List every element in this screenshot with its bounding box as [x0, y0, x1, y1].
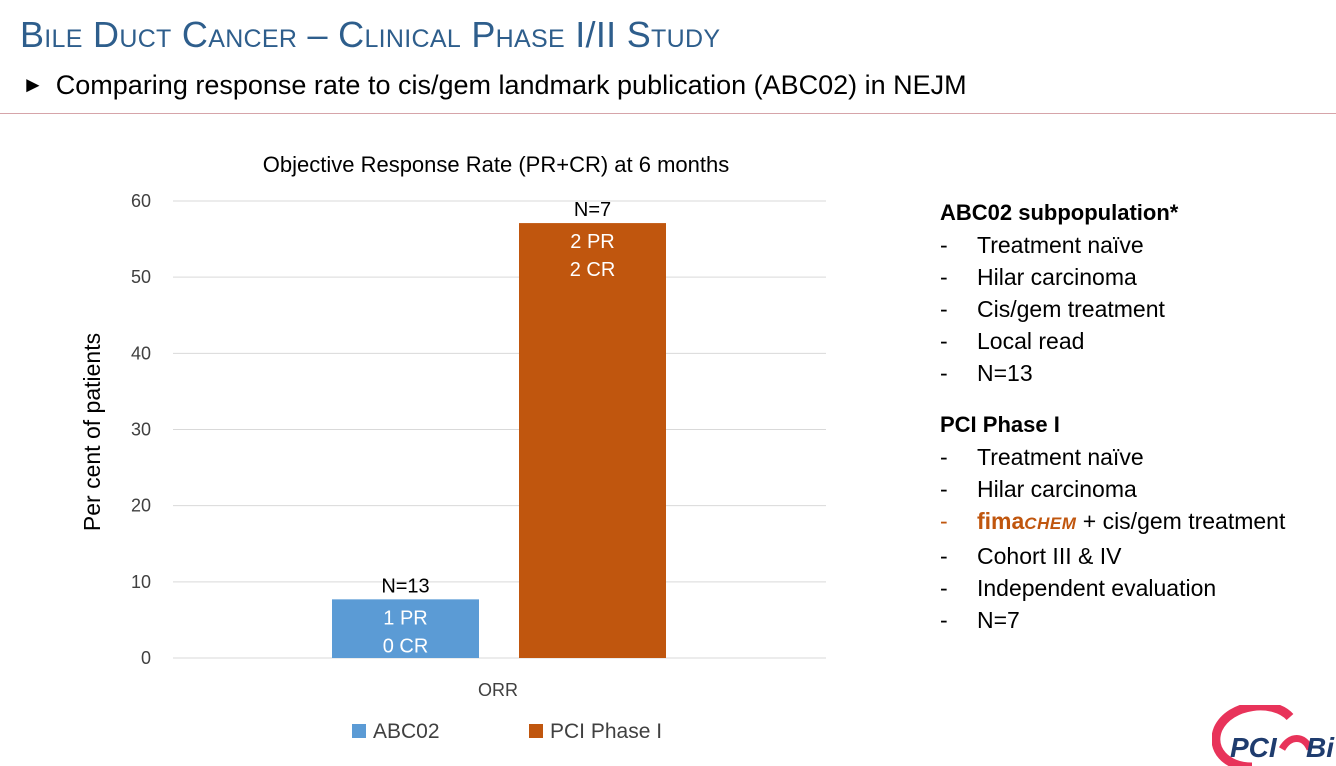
orr-bar-chart: Objective Response Rate (PR+CR) at 6 mon… — [79, 152, 826, 743]
x-tick-label: ORR — [478, 680, 518, 700]
subtitle-text: Comparing response rate to cis/gem landm… — [55, 70, 967, 100]
list-item: - Hilar carcinoma — [940, 476, 1137, 502]
slide-title: Bile Duct Cancer – Clinical Phase I/II S… — [20, 14, 721, 55]
fimachem-logo: fimaCHEM — [977, 508, 1077, 534]
gridlines — [173, 200, 826, 659]
legend-swatch — [352, 724, 366, 738]
list-item: - Treatment naïve — [940, 232, 1144, 258]
slide-subtitle: ► Comparing response rate to cis/gem land… — [22, 70, 967, 101]
y-tick-label: 50 — [131, 267, 151, 287]
bar-data-label: 2 PR — [570, 231, 614, 253]
bar-n-label: N=7 — [574, 199, 611, 221]
y-tick-label: 60 — [131, 191, 151, 211]
title-divider — [0, 113, 1336, 114]
pci-list: - Treatment naïve - Hilar carcinoma - fimaC… — [940, 441, 1285, 636]
y-axis-label: Per cent of patients — [79, 333, 105, 531]
chart-title: Objective Response Rate (PR+CR) at 6 mon… — [263, 152, 729, 177]
bar-data-label: 1 PR — [383, 607, 427, 629]
legend: ABC02 PCI Phase I — [352, 720, 662, 743]
y-tick-label: 10 — [131, 572, 151, 592]
y-tick-labels: 0 10 20 30 40 50 60 — [131, 191, 151, 668]
abc02-list: - Treatment naïve - Hilar carcinoma - Cis/gem… — [940, 229, 1285, 389]
list-item: - N=7 — [940, 607, 1020, 633]
study-notes: ABC02 subpopulation* - Treatment naïve - Hi… — [940, 197, 1285, 636]
list-item: - Local read — [940, 328, 1085, 354]
y-tick-label: 40 — [131, 343, 151, 363]
y-tick-label: 0 — [141, 648, 151, 668]
bar-pci-phase-i — [519, 223, 666, 659]
pci-notes: PCI Phase I - Treatment naïve - Hilar carc… — [940, 409, 1285, 636]
list-item: - Independent evaluation — [940, 575, 1217, 601]
list-item: - Cis/gem treatment — [940, 296, 1165, 322]
abc02-notes: ABC02 subpopulation* - Treatment naïve - Hi… — [940, 197, 1285, 389]
list-item: - Cohort III & IV — [940, 543, 1122, 569]
list-item: - Hilar carcinoma — [940, 264, 1137, 290]
y-tick-label: 30 — [131, 420, 151, 440]
bar-data-label: 2 CR — [570, 259, 616, 281]
logo-text-left: PCI — [1230, 732, 1278, 763]
legend-swatch — [529, 724, 543, 738]
list-item-fimachem: - fimaCHEM + cis/gem treatment — [940, 508, 1286, 534]
legend-label: ABC02 — [373, 720, 440, 743]
bar-n-label: N=13 — [381, 575, 429, 597]
list-item: - N=13 — [940, 360, 1033, 386]
pci-biotech-logo: PCI Bi — [1212, 705, 1336, 766]
pci-heading: PCI Phase I — [940, 412, 1060, 437]
bars: N=13 1 PR 0 CR N=7 2 PR 2 CR — [332, 199, 666, 659]
arrow-icon: ► — [22, 72, 44, 97]
abc02-heading: ABC02 subpopulation* — [940, 200, 1179, 225]
y-tick-label: 20 — [131, 496, 151, 516]
logo-text-right: Bi — [1306, 732, 1335, 763]
legend-label: PCI Phase I — [550, 720, 662, 743]
bar-data-label: 0 CR — [383, 635, 429, 657]
list-item: - Treatment naïve — [940, 444, 1144, 470]
bar-abc02 — [332, 599, 479, 658]
